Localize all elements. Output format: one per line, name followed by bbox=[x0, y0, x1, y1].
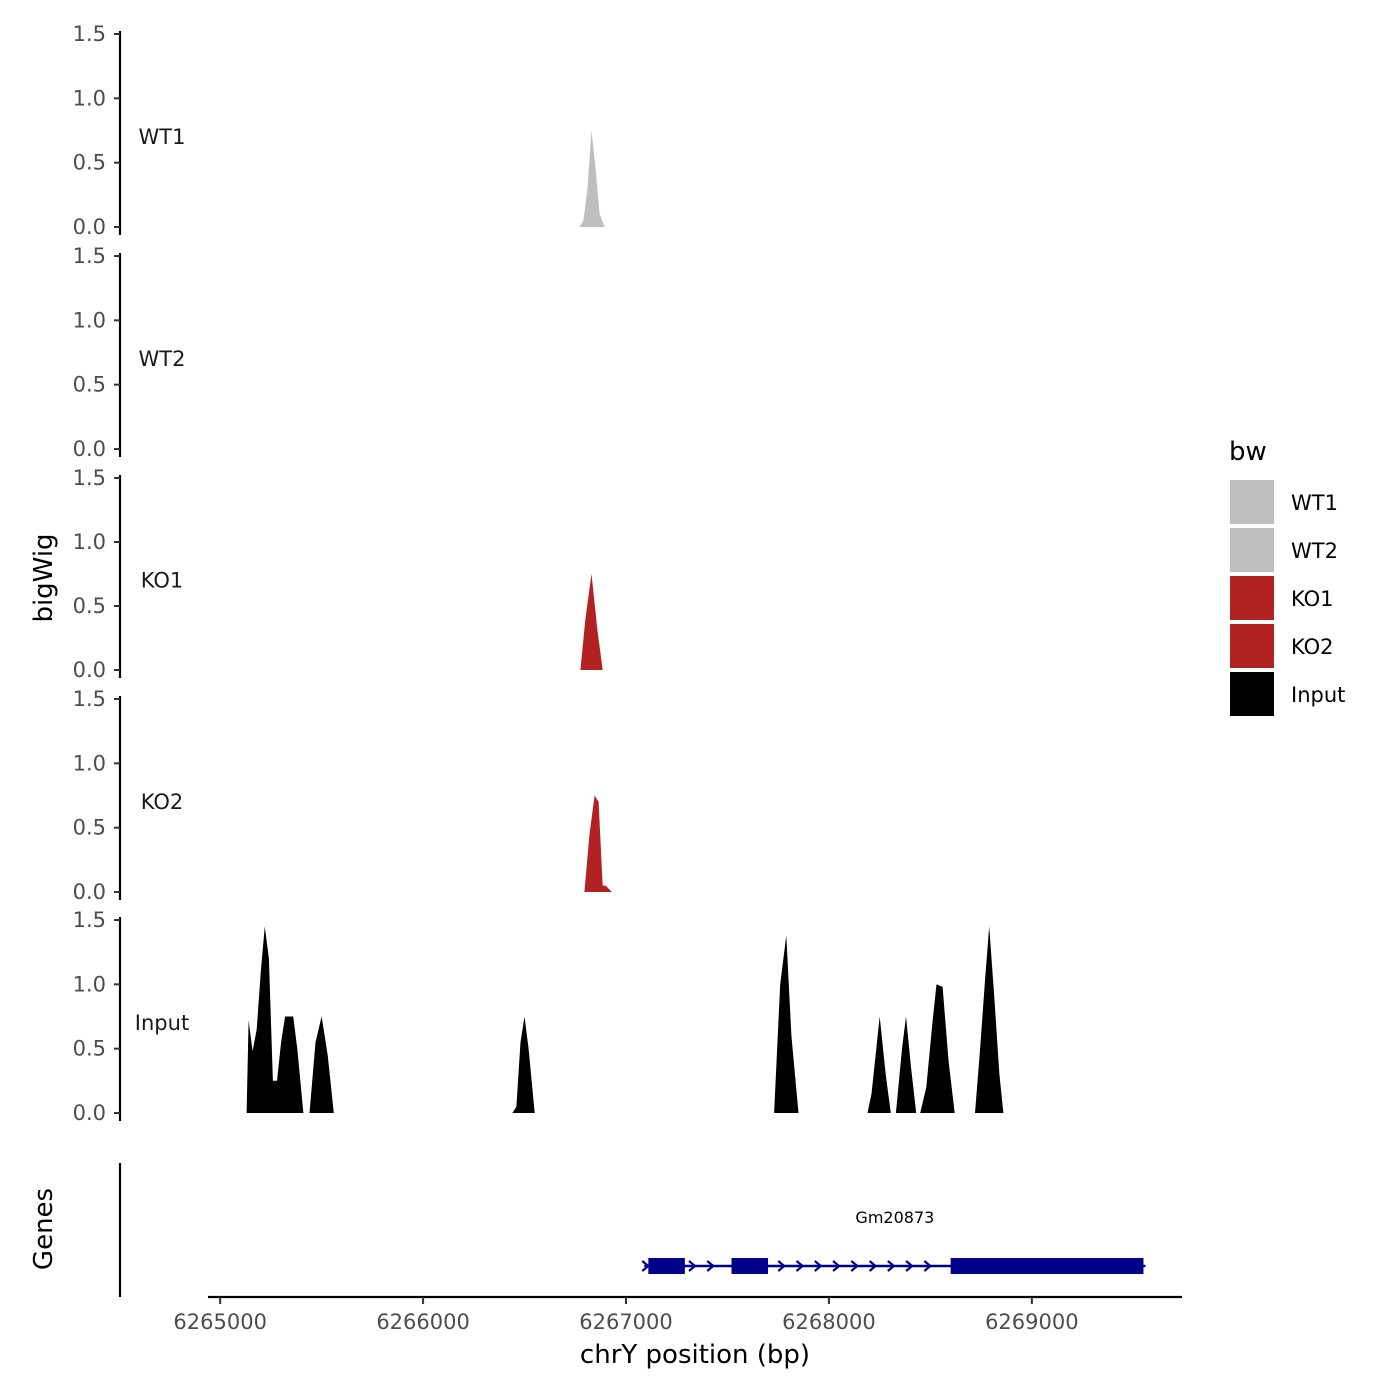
legend-label: KO1 bbox=[1291, 587, 1334, 611]
x-tick-label: 6269000 bbox=[985, 1310, 1079, 1334]
legend-swatch bbox=[1230, 576, 1274, 620]
legend-label: KO2 bbox=[1291, 635, 1334, 659]
strand-arrow bbox=[868, 1260, 878, 1272]
gene-exon bbox=[950, 1258, 1144, 1274]
y-tick-label: 0.5 bbox=[73, 594, 106, 618]
y-tick-label: 1.0 bbox=[73, 530, 106, 554]
y-tick-label: 1.5 bbox=[73, 244, 106, 268]
legend-label: WT1 bbox=[1291, 491, 1338, 515]
legend-swatch bbox=[1230, 528, 1274, 572]
track-label-wt2: WT2 bbox=[139, 347, 186, 371]
x-axis: chrY position (bp) 6265000 6266000 6267000… bbox=[173, 1295, 1182, 1370]
y-tick-label: 1.5 bbox=[73, 22, 106, 46]
gene-label: Gm20873 bbox=[855, 1208, 934, 1227]
y-tick-label: 0.0 bbox=[73, 880, 106, 904]
x-tick-label: 6268000 bbox=[782, 1310, 876, 1334]
legend-title: bw bbox=[1229, 437, 1267, 467]
gene-track-title: Genes bbox=[29, 1188, 59, 1270]
gene-exon bbox=[648, 1258, 685, 1274]
y-tick-label: 1.5 bbox=[73, 908, 106, 932]
strand-arrow bbox=[641, 1260, 650, 1272]
signal-area-ko2 bbox=[584, 795, 612, 892]
signal-area-ko1 bbox=[580, 574, 603, 670]
y-tick-label: 0.5 bbox=[73, 373, 106, 397]
track-label-ko2: KO2 bbox=[141, 790, 184, 814]
track-label-ko1: KO1 bbox=[141, 568, 184, 592]
gene-gm20873: Gm20873 bbox=[641, 1208, 1146, 1274]
strand-arrow bbox=[923, 1260, 933, 1272]
strand-arrow bbox=[688, 1260, 697, 1272]
strand-arrow bbox=[850, 1260, 860, 1272]
y-axis-title: bigWig bbox=[29, 533, 59, 622]
legend-swatch bbox=[1230, 624, 1274, 668]
track-wt2: 0.0 0.5 1.0 1.5 WT2 bbox=[73, 244, 186, 461]
strand-arrow bbox=[814, 1260, 823, 1272]
x-tick-label: 6267000 bbox=[579, 1310, 673, 1334]
legend-item-ko2: KO2 bbox=[1230, 624, 1334, 668]
x-axis-title: chrY position (bp) bbox=[580, 1340, 810, 1370]
legend-item-input: Input bbox=[1230, 672, 1345, 716]
y-tick-label: 0.0 bbox=[73, 1101, 106, 1125]
strand-arrow bbox=[905, 1260, 914, 1272]
track-wt1: 0.0 0.5 1.0 1.5 WT1 bbox=[73, 22, 605, 239]
x-tick-label: 6265000 bbox=[173, 1310, 267, 1334]
legend-item-wt2: WT2 bbox=[1230, 528, 1338, 572]
strand-arrow bbox=[832, 1260, 841, 1272]
y-tick-label: 1.0 bbox=[73, 972, 106, 996]
legend-item-ko1: KO1 bbox=[1230, 576, 1334, 620]
legend: bw WT1 WT2 KO1 KO2 Input bbox=[1229, 437, 1345, 716]
track-ko1: 0.0 0.5 1.0 1.5 KO1 bbox=[73, 466, 603, 682]
y-tick-label: 0.0 bbox=[73, 658, 106, 682]
strand-arrow bbox=[706, 1260, 715, 1272]
strand-arrow bbox=[887, 1260, 896, 1272]
signal-area-input bbox=[246, 926, 1004, 1113]
gene-exon bbox=[731, 1258, 769, 1274]
track-input: 0.0 0.5 1.0 1.5 Input bbox=[73, 908, 1004, 1125]
strand-arrow bbox=[795, 1260, 805, 1272]
y-tick-label: 0.5 bbox=[73, 816, 106, 840]
gene-track: Genes Gm20873 bbox=[29, 1163, 1146, 1297]
bigwig-tracks: 0.0 0.5 1.0 1.5 WT1 0.0 0.5 1.0 1.5 WT2 0.0 0.5 1.0 1… bbox=[73, 22, 1004, 1125]
track-label-input: Input bbox=[135, 1011, 189, 1035]
legend-label: Input bbox=[1291, 683, 1345, 707]
signal-area-wt1 bbox=[579, 130, 605, 227]
y-tick-label: 0.0 bbox=[73, 215, 106, 239]
legend-item-wt1: WT1 bbox=[1230, 480, 1338, 524]
y-tick-label: 1.0 bbox=[73, 308, 106, 332]
y-tick-label: 1.5 bbox=[73, 466, 106, 490]
y-tick-label: 0.5 bbox=[73, 1037, 106, 1061]
legend-swatch bbox=[1230, 672, 1274, 716]
legend-label: WT2 bbox=[1291, 539, 1338, 563]
strand-arrow bbox=[777, 1260, 786, 1272]
x-tick-label: 6266000 bbox=[376, 1310, 470, 1334]
track-label-wt1: WT1 bbox=[139, 125, 186, 149]
y-tick-label: 1.0 bbox=[73, 86, 106, 110]
track-ko2: 0.0 0.5 1.0 1.5 KO2 bbox=[73, 687, 612, 904]
y-tick-label: 1.0 bbox=[73, 751, 106, 775]
y-tick-label: 0.0 bbox=[73, 437, 106, 461]
legend-swatch bbox=[1230, 480, 1274, 524]
y-tick-label: 1.5 bbox=[73, 687, 106, 711]
y-tick-label: 0.5 bbox=[73, 151, 106, 175]
